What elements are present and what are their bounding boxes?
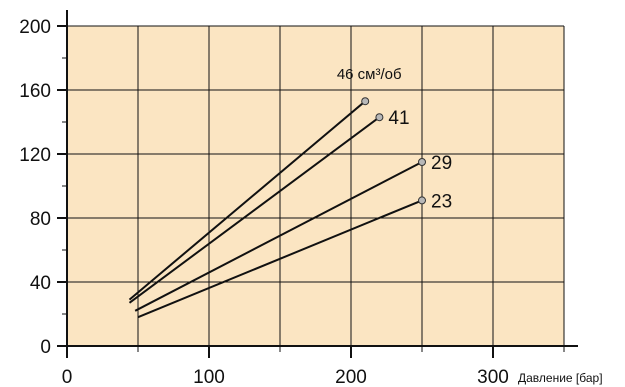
x-tick-label: 300 bbox=[477, 367, 509, 387]
x-axis-label: Давление [бар] bbox=[518, 371, 603, 385]
series-endpoint-marker bbox=[418, 158, 426, 166]
series-label: 23 bbox=[431, 191, 452, 212]
x-tick-label: 0 bbox=[62, 367, 73, 387]
series-label: 29 bbox=[431, 153, 452, 174]
x-tick-label: 100 bbox=[193, 367, 225, 387]
series-label: 41 bbox=[388, 108, 409, 129]
series-endpoint-marker bbox=[418, 196, 426, 205]
axes bbox=[59, 10, 578, 358]
series-line bbox=[128, 116, 380, 304]
y-tick-label: 0 bbox=[40, 337, 51, 358]
x-tick-label: 200 bbox=[335, 367, 367, 387]
plot-background bbox=[67, 26, 564, 346]
series-line bbox=[134, 161, 423, 312]
y-tick-label: 160 bbox=[19, 81, 51, 102]
series-endpoint-marker bbox=[375, 113, 384, 122]
ticks: 0 40 80 120 160 200 0 100 200 300 bbox=[19, 17, 565, 387]
series-endpoint-marker bbox=[361, 97, 370, 106]
series-group: 46 см³/об 41 29 23 bbox=[128, 66, 452, 319]
series-line bbox=[128, 100, 366, 301]
y-tick-label: 200 bbox=[19, 17, 51, 38]
y-tick-label: 40 bbox=[30, 273, 51, 294]
y-tick-label: 80 bbox=[30, 209, 51, 230]
series-line bbox=[137, 199, 423, 319]
series-label: 46 см³/об bbox=[337, 66, 402, 83]
y-tick-label: 120 bbox=[19, 145, 51, 166]
